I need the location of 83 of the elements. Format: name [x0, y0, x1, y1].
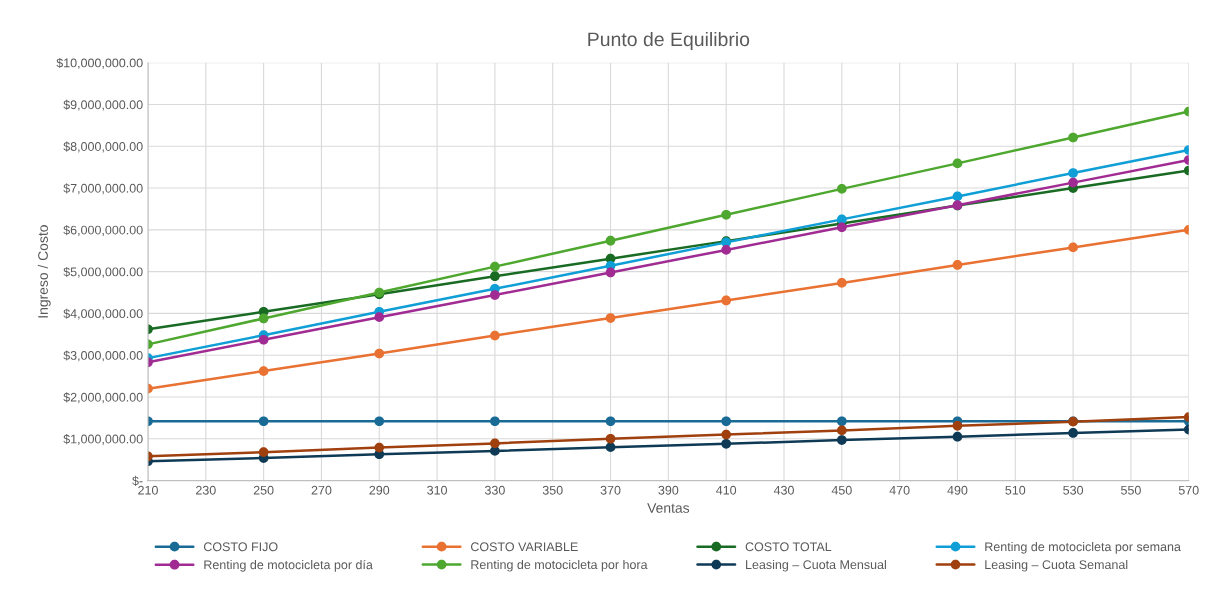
- point: [952, 420, 963, 431]
- point: [1068, 132, 1078, 143]
- x-tick-label: 230: [196, 485, 216, 495]
- point: [605, 416, 616, 427]
- point: [374, 442, 385, 453]
- point: [490, 330, 500, 341]
- point: [836, 278, 847, 288]
- point: [374, 312, 385, 323]
- x-tick-label: 270: [311, 485, 332, 495]
- point: [374, 348, 385, 359]
- point: [721, 209, 732, 220]
- x-tick-label: 450: [831, 485, 852, 495]
- legend-label: Renting de motocicleta por hora: [471, 559, 648, 572]
- y-tick-label: $10,000,000.00: [56, 57, 143, 69]
- point: [721, 438, 732, 449]
- point: [952, 431, 963, 442]
- legend-label: COSTO FIJO: [203, 542, 278, 552]
- x-tick-label: 390: [658, 485, 679, 495]
- x-tick-label: 330: [484, 485, 505, 495]
- point: [952, 191, 963, 202]
- x-tick-label: 350: [542, 485, 563, 495]
- legend-label: Renting de motocicleta por semana: [985, 541, 1181, 554]
- y-tick-label: $3,000,000.00: [63, 350, 143, 362]
- point: [1068, 177, 1078, 188]
- x-tick-label: 410: [716, 485, 737, 495]
- legend-label: COSTO TOTAL: [745, 542, 832, 552]
- y-axis-title: Ingreso / Costo: [37, 225, 51, 318]
- point: [836, 184, 847, 194]
- point: [258, 447, 269, 458]
- point: [1068, 242, 1078, 253]
- legend-label: Leasing – Cuota Semanal: [985, 559, 1128, 572]
- x-tick-label: 510: [1005, 485, 1026, 495]
- x-tick-label: 550: [1120, 485, 1141, 495]
- x-tick-label: 490: [947, 485, 968, 495]
- y-tick-label: $2,000,000.00: [63, 392, 143, 404]
- y-tick-label: $1,000,000.00: [63, 434, 143, 445]
- point: [258, 313, 269, 324]
- point: [1068, 168, 1078, 178]
- point: [490, 271, 500, 282]
- point: [952, 260, 963, 270]
- x-tick-label: 530: [1063, 485, 1084, 495]
- point: [490, 438, 500, 449]
- point: [374, 416, 385, 427]
- x-tick-label: 430: [773, 485, 794, 495]
- y-tick-label: $9,000,000.00: [63, 99, 143, 111]
- legend-label: Renting de motocicleta por día: [204, 559, 373, 572]
- point: [721, 245, 732, 255]
- y-tick-label: $-: [132, 475, 143, 486]
- x-tick-label: 290: [369, 485, 390, 495]
- point: [836, 425, 847, 436]
- point: [952, 158, 963, 169]
- x-tick-label: 250: [253, 485, 274, 495]
- point: [258, 416, 269, 427]
- x-tick-label: 370: [600, 485, 621, 495]
- x-tick-label: 210: [138, 485, 158, 495]
- y-tick-label: $5,000,000.00: [63, 266, 143, 278]
- chart-title: Punto de Equilibrio: [588, 31, 750, 51]
- x-tick-label: 570: [1178, 485, 1199, 495]
- x-tick-label: 470: [889, 485, 910, 495]
- y-tick-label: $4,000,000.00: [63, 308, 143, 320]
- point: [605, 235, 616, 246]
- point: [836, 435, 847, 445]
- point: [1068, 428, 1078, 438]
- x-axis-title: Ventas: [647, 503, 690, 513]
- y-tick-label: $6,000,000.00: [63, 225, 143, 236]
- point: [721, 295, 732, 306]
- point: [490, 416, 500, 427]
- legend-label: Leasing – Cuota Mensual: [746, 559, 886, 572]
- legend-label: COSTO VARIABLE: [470, 542, 578, 552]
- point: [258, 334, 269, 345]
- point: [605, 442, 616, 453]
- point: [258, 366, 269, 376]
- point: [721, 429, 732, 440]
- point: [605, 433, 616, 444]
- point: [490, 261, 500, 272]
- point: [605, 267, 616, 278]
- y-tick-label: $8,000,000.00: [63, 141, 143, 153]
- point: [721, 416, 732, 427]
- point: [836, 416, 847, 427]
- y-tick-label: $7,000,000.00: [63, 183, 143, 195]
- point: [490, 290, 500, 300]
- x-tick-label: 310: [427, 485, 448, 495]
- point: [605, 313, 616, 323]
